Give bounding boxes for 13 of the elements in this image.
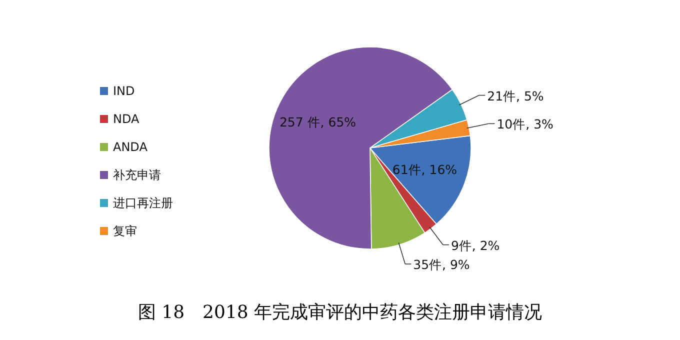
data-label: 257 件, 65% [279,114,356,130]
data-label: 35件, 9% [413,257,470,272]
legend-label: 进口再注册 [113,196,173,210]
legend-label: 复审 [113,224,137,238]
data-label: 10件, 3% [496,116,554,132]
data-label: 21件, 5% [487,88,544,104]
legend-label: NDA [113,112,140,126]
data-label: 9件, 2% [450,238,500,253]
legend-label: 补充申请 [113,168,161,182]
data-label: 61件, 16% [392,162,458,177]
text: 图 18 2018 年完成审评的中药各类注册申请情况 [138,302,542,323]
legend-label: IND [113,84,135,98]
legend-label: ANDA [113,140,148,154]
